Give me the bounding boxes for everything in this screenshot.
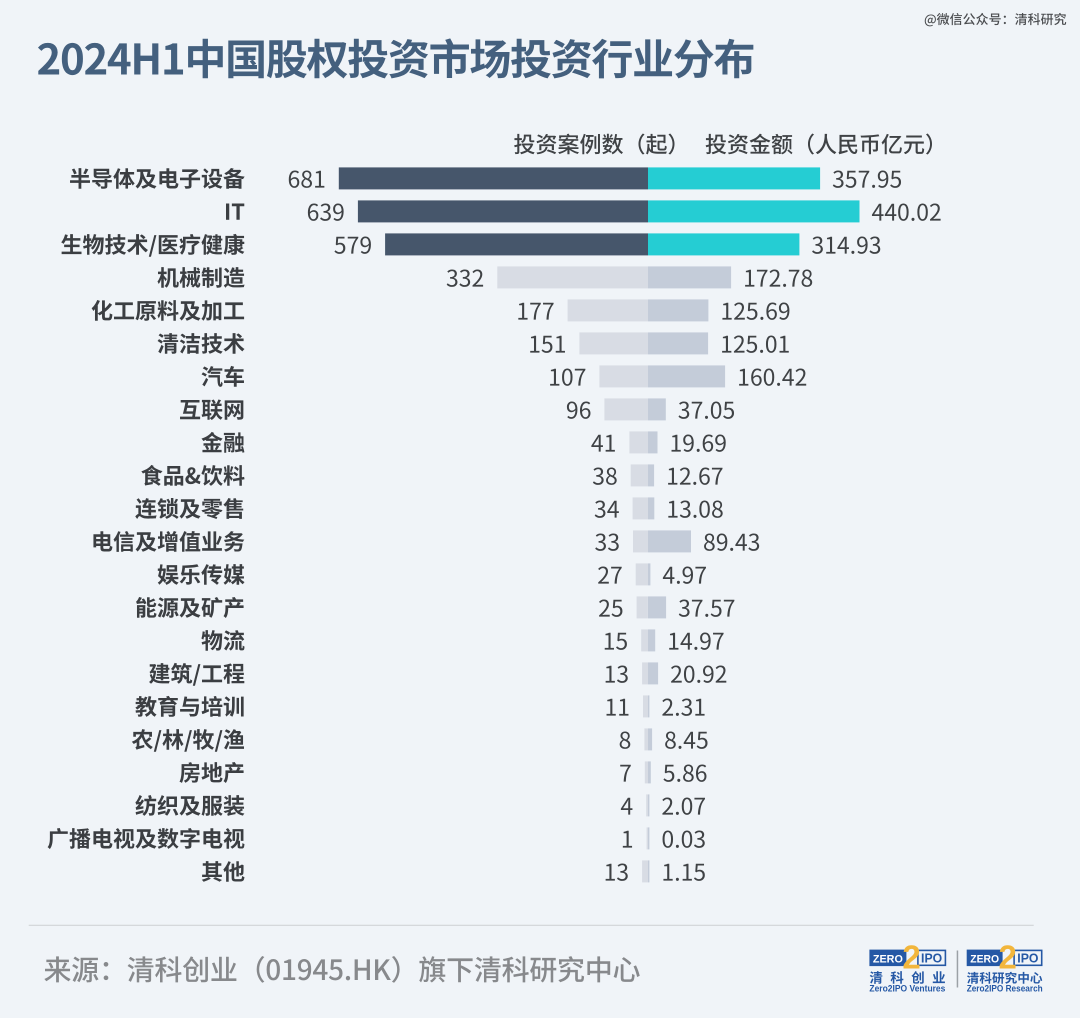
- svg-text:Zero2IPO Ventures: Zero2IPO Ventures: [869, 983, 945, 994]
- svg-text:2: 2: [902, 938, 920, 975]
- svg-text:2: 2: [999, 938, 1017, 975]
- svg-text:ZERO: ZERO: [970, 953, 999, 965]
- svg-text:Zero2IPO Research: Zero2IPO Research: [967, 983, 1043, 994]
- svg-text:ZERO: ZERO: [873, 953, 903, 965]
- svg-text:IPO: IPO: [921, 952, 942, 966]
- svg-text:IPO: IPO: [1017, 952, 1038, 966]
